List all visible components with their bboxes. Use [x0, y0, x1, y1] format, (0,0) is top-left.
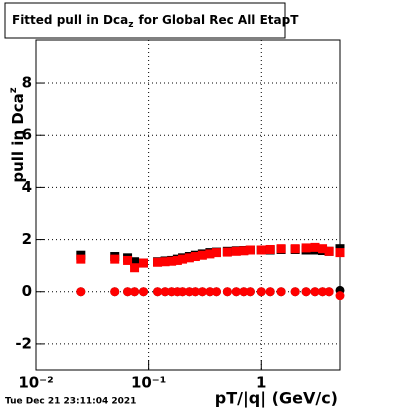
point [178, 287, 188, 297]
point [318, 287, 328, 297]
title-box [4, 2, 286, 39]
point [310, 242, 320, 252]
point [130, 287, 140, 297]
point [197, 250, 207, 260]
point [76, 287, 86, 297]
x-tick-label: 1 [256, 374, 266, 392]
y-tick-label: 8 [22, 74, 32, 92]
y-axis-label: pull in Dcaz [8, 87, 27, 182]
point [276, 244, 286, 254]
point [231, 246, 241, 256]
point [245, 245, 255, 255]
point [76, 254, 86, 264]
point [222, 287, 232, 297]
point [276, 287, 286, 297]
point [123, 255, 133, 265]
point [211, 287, 221, 297]
point [335, 291, 345, 301]
y-tick-label: 2 [22, 230, 32, 248]
point [256, 287, 266, 297]
x-tick-label: 10⁻² [18, 374, 53, 392]
point [138, 287, 148, 297]
point [123, 287, 133, 297]
point [290, 244, 300, 254]
point [197, 287, 207, 297]
timestamp: Tue Dec 21 23:11:04 2021 [5, 397, 136, 407]
point [153, 257, 163, 267]
point [110, 254, 120, 264]
y-tick-label: 0 [22, 282, 32, 300]
point [324, 246, 334, 256]
point [256, 245, 266, 255]
point [301, 243, 311, 253]
point [190, 252, 200, 262]
point [110, 287, 120, 297]
point [160, 257, 170, 267]
x-axis-label: pT/|q| (GeV/c) [215, 389, 338, 409]
chart-title: Fitted pull in Dcaz for Global Rec All Et… [12, 13, 299, 30]
point [153, 287, 163, 297]
y-tick-label: 4 [22, 178, 32, 196]
point [239, 287, 249, 297]
point [290, 287, 300, 297]
point [130, 257, 140, 267]
point [265, 287, 275, 297]
point [265, 244, 275, 254]
x-tick-label: 10⁻¹ [131, 374, 166, 392]
point [160, 287, 170, 297]
point [318, 244, 328, 254]
point [190, 287, 200, 297]
point [222, 247, 232, 257]
point [231, 287, 241, 297]
point [184, 253, 194, 263]
plot-frame [35, 39, 341, 371]
point [138, 258, 148, 268]
point [239, 246, 249, 256]
y-tick-label: -2 [15, 334, 32, 352]
point [172, 255, 182, 265]
point [324, 287, 334, 297]
point [167, 256, 177, 266]
point [178, 254, 188, 264]
point [211, 248, 221, 258]
point [310, 287, 320, 297]
point [335, 248, 345, 258]
point [205, 287, 215, 297]
point [130, 263, 140, 273]
point [301, 287, 311, 297]
y-tick-label: 6 [22, 126, 32, 144]
point [245, 287, 255, 297]
point [205, 249, 215, 259]
